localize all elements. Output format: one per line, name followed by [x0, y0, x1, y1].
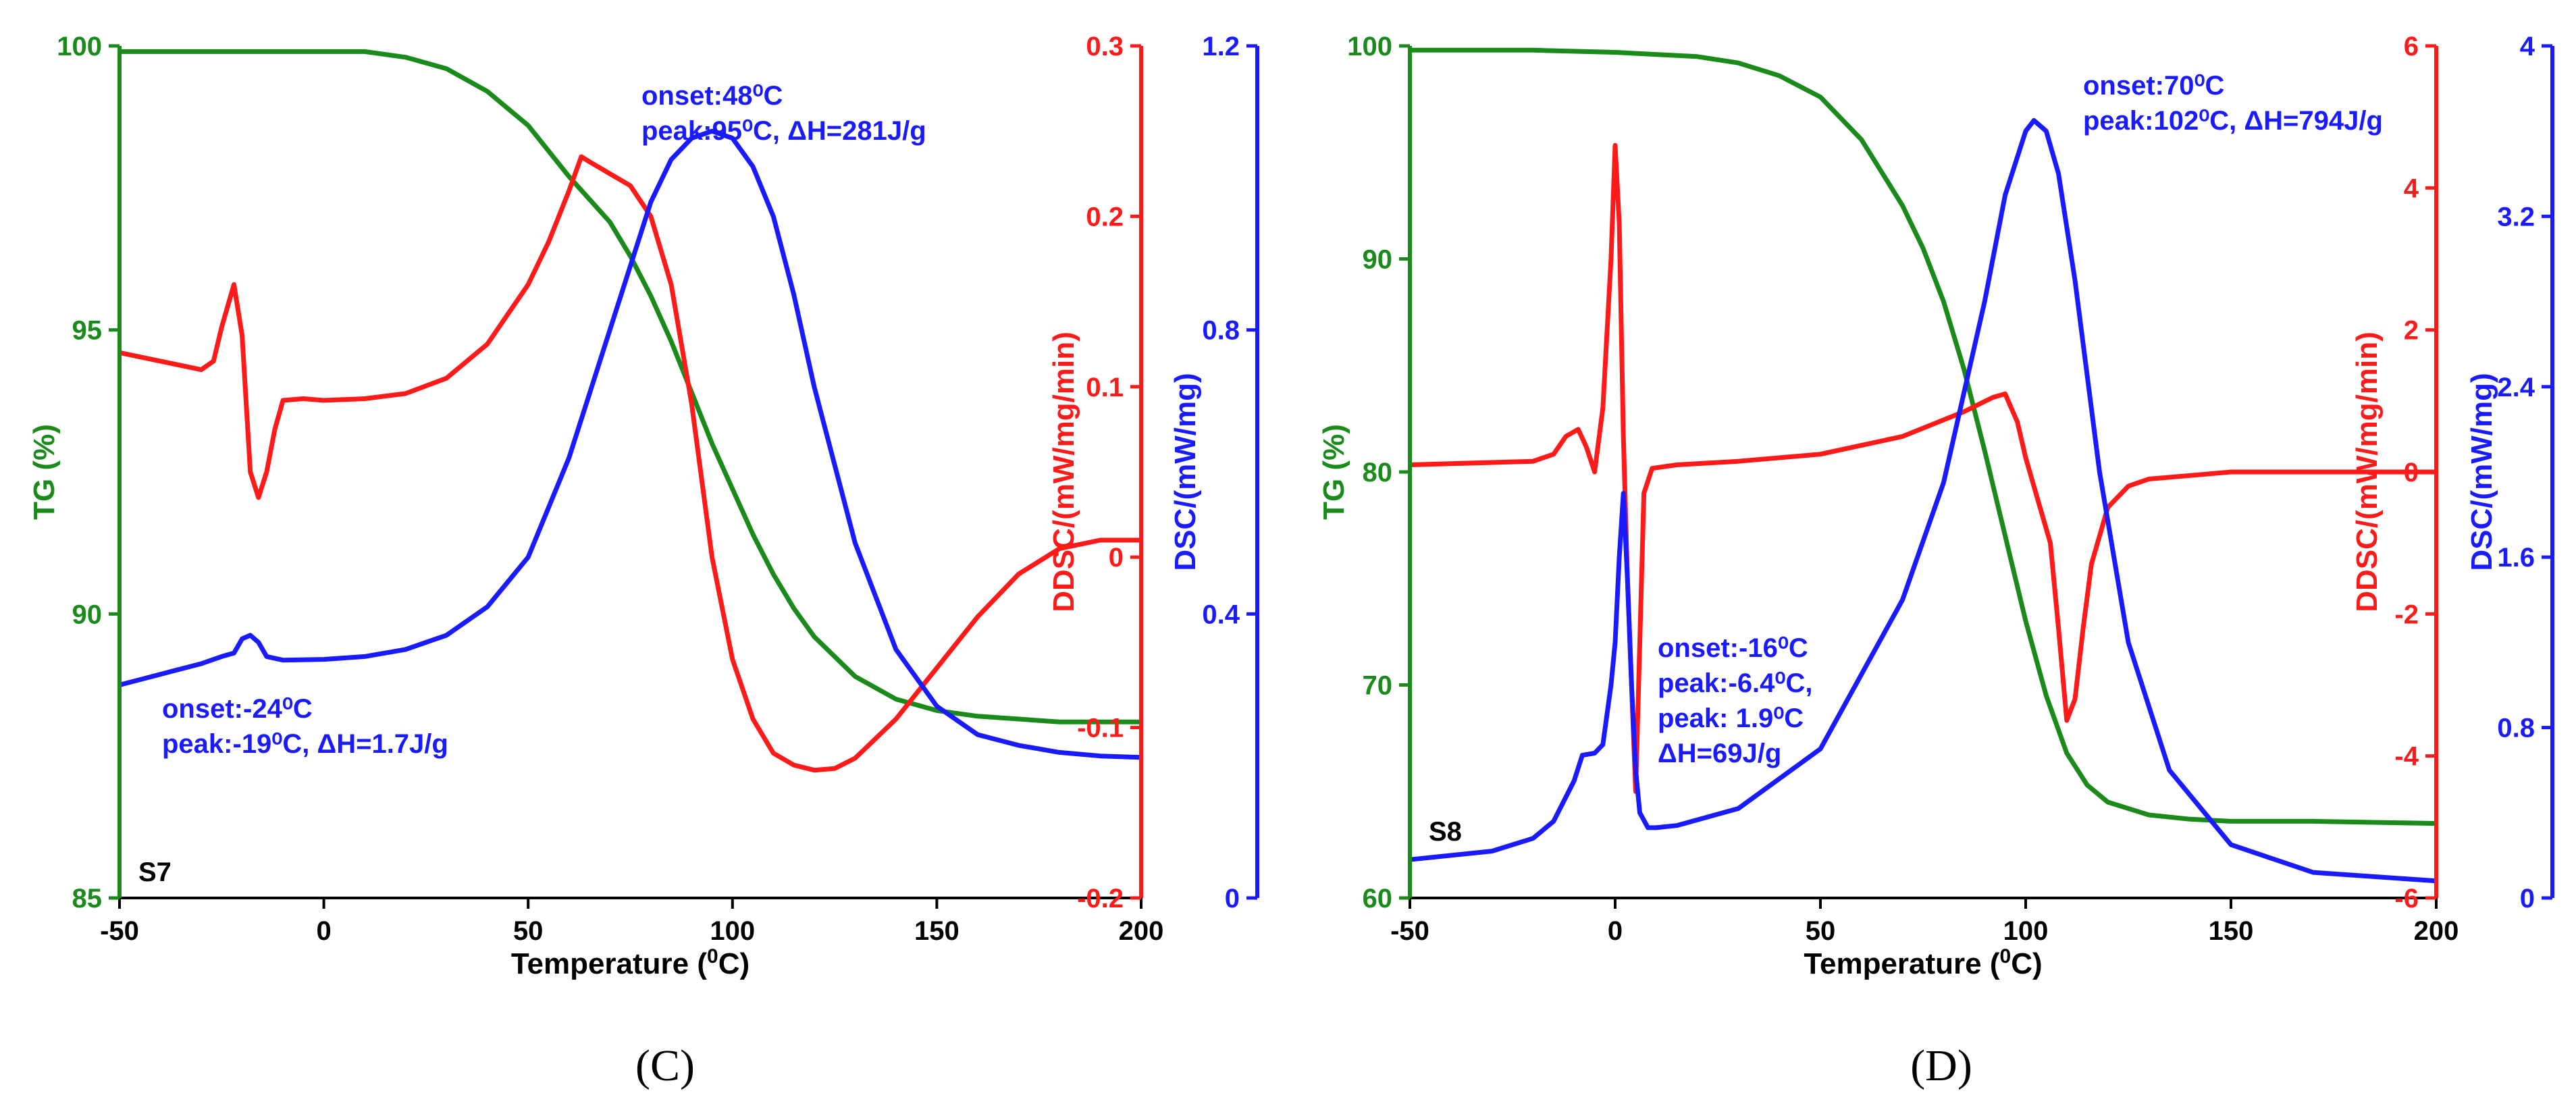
ddsc-tick-label: 0.3 — [1086, 32, 1124, 61]
annotation-line: onset:70⁰C — [2083, 71, 2224, 101]
x-tick-label: -50 — [100, 916, 139, 946]
annotation-line: peak:102⁰C, ΔH=794J/g — [2083, 106, 2383, 136]
tg-tick-label: 70 — [1363, 671, 1393, 701]
tg-tick-label: 90 — [1363, 245, 1393, 275]
series-ddsc-line — [119, 154, 1141, 773]
dsc-tick-label: 0.8 — [1202, 316, 1240, 346]
annotation-line: peak:-19⁰C, ΔH=1.7J/g — [162, 729, 448, 759]
series-tg-line — [120, 49, 1141, 724]
series-tg-line — [1410, 47, 2437, 826]
ddsc-axis-title: DDSC/(mW/mg/min) — [1047, 332, 1080, 612]
annotation-line: peak:95⁰C, ΔH=281J/g — [641, 116, 926, 146]
x-tick-label: 0 — [1608, 916, 1623, 946]
ddsc-tick-label: 2 — [2404, 316, 2419, 346]
ddsc-tick-label: 0 — [2404, 458, 2419, 487]
annotation-line: peak:-6.4⁰C, — [1658, 668, 1812, 698]
x-axis-title: Temperature (0C) — [1804, 945, 2042, 980]
panel-caption: (D) — [1910, 1041, 1972, 1090]
x-tick-label: 50 — [513, 916, 544, 946]
dsc-axis-title: DSC/(mW/mg) — [2465, 373, 2498, 571]
dsc-tick-label: 3.2 — [2497, 202, 2535, 232]
annotation-line: onset:48⁰C — [641, 81, 783, 111]
ddsc-tick-label: 0.2 — [1086, 202, 1124, 232]
annotation-line: onset:-24⁰C — [162, 694, 313, 724]
dsc-axis-title: DSC/(mW/mg) — [1169, 373, 1202, 571]
tg-tick-label: 100 — [1347, 32, 1392, 61]
x-tick-label: 150 — [914, 916, 960, 946]
x-axis-title: Temperature (0C) — [511, 945, 750, 980]
dsc-tick-label: 0.8 — [2497, 714, 2535, 743]
annotation: onset:-24⁰C peak:-19⁰C, ΔH=1.7J/g — [162, 694, 448, 759]
ddsc-tick-label: 4 — [2404, 174, 2419, 203]
x-tick-label: 100 — [710, 916, 755, 946]
series-dsc-line — [1409, 117, 2437, 884]
ddsc-tick-label: 0 — [1109, 543, 1124, 573]
dsc-tick-label: 0 — [1225, 884, 1240, 914]
ddsc-tick-label: -4 — [2394, 742, 2419, 772]
ddsc-axis-title: DDSC/(mW/mg/min) — [2350, 332, 2384, 612]
ddsc-tick-label: -0.2 — [1077, 884, 1124, 914]
panel-caption: (C) — [635, 1041, 695, 1090]
dsc-tick-label: 4 — [2520, 32, 2535, 61]
x-tick-label: 200 — [1119, 916, 1164, 946]
series-dsc-line — [119, 128, 1142, 760]
annotation-line: peak: 1.9⁰C — [1658, 704, 1804, 733]
ddsc-tick-label: 0.1 — [1086, 373, 1124, 402]
x-tick-label: -50 — [1390, 916, 1429, 946]
ddsc-tick-label: -6 — [2394, 884, 2419, 914]
dsc-tick-label: 0.4 — [1202, 600, 1240, 629]
dsc-tick-label: 1.6 — [2497, 543, 2535, 573]
x-tick-label: 0 — [316, 916, 331, 946]
annotation: onset:-16⁰C peak:-6.4⁰C, peak: 1.9⁰C ΔH=69J… — [1658, 633, 1812, 768]
x-tick-label: 200 — [2414, 916, 2459, 946]
tg-tick-label: 90 — [72, 600, 103, 629]
sample-label: S7 — [138, 857, 172, 887]
annotation-line: onset:-16⁰C — [1658, 633, 1808, 663]
series-ddsc-line — [1409, 142, 2436, 794]
annotation: onset:48⁰C peak:95⁰C, ΔH=281J/g — [641, 81, 926, 146]
dsc-tick-label: 2.4 — [2497, 373, 2535, 402]
tg-tick-label: 95 — [72, 316, 103, 346]
tg-axis-title: TG (%) — [1317, 424, 1350, 520]
tg-axis-title: TG (%) — [28, 424, 61, 520]
dsc-tick-label: 1.2 — [1202, 32, 1240, 61]
tg-tick-label: 85 — [72, 884, 103, 914]
dsc-tick-label: 0 — [2520, 884, 2535, 914]
ddsc-tick-label: 6 — [2404, 32, 2419, 61]
ddsc-tick-label: -0.1 — [1077, 714, 1124, 743]
x-tick-label: 150 — [2209, 916, 2254, 946]
tg-tick-label: 100 — [57, 32, 102, 61]
x-tick-label: 50 — [1806, 916, 1836, 946]
annotation-line: ΔH=69J/g — [1658, 739, 1781, 768]
ddsc-tick-label: -2 — [2394, 600, 2419, 629]
annotation: onset:70⁰C peak:102⁰C, ΔH=794J/g — [2083, 71, 2383, 136]
tg-tick-label: 60 — [1363, 884, 1393, 914]
x-tick-label: 100 — [2003, 916, 2049, 946]
tg-tick-label: 80 — [1363, 458, 1393, 487]
panel-c: -50 0 50 100 150 200 Temperature (0C) 85 90 95 100… — [28, 32, 1259, 1090]
sample-label: S8 — [1429, 817, 1462, 847]
